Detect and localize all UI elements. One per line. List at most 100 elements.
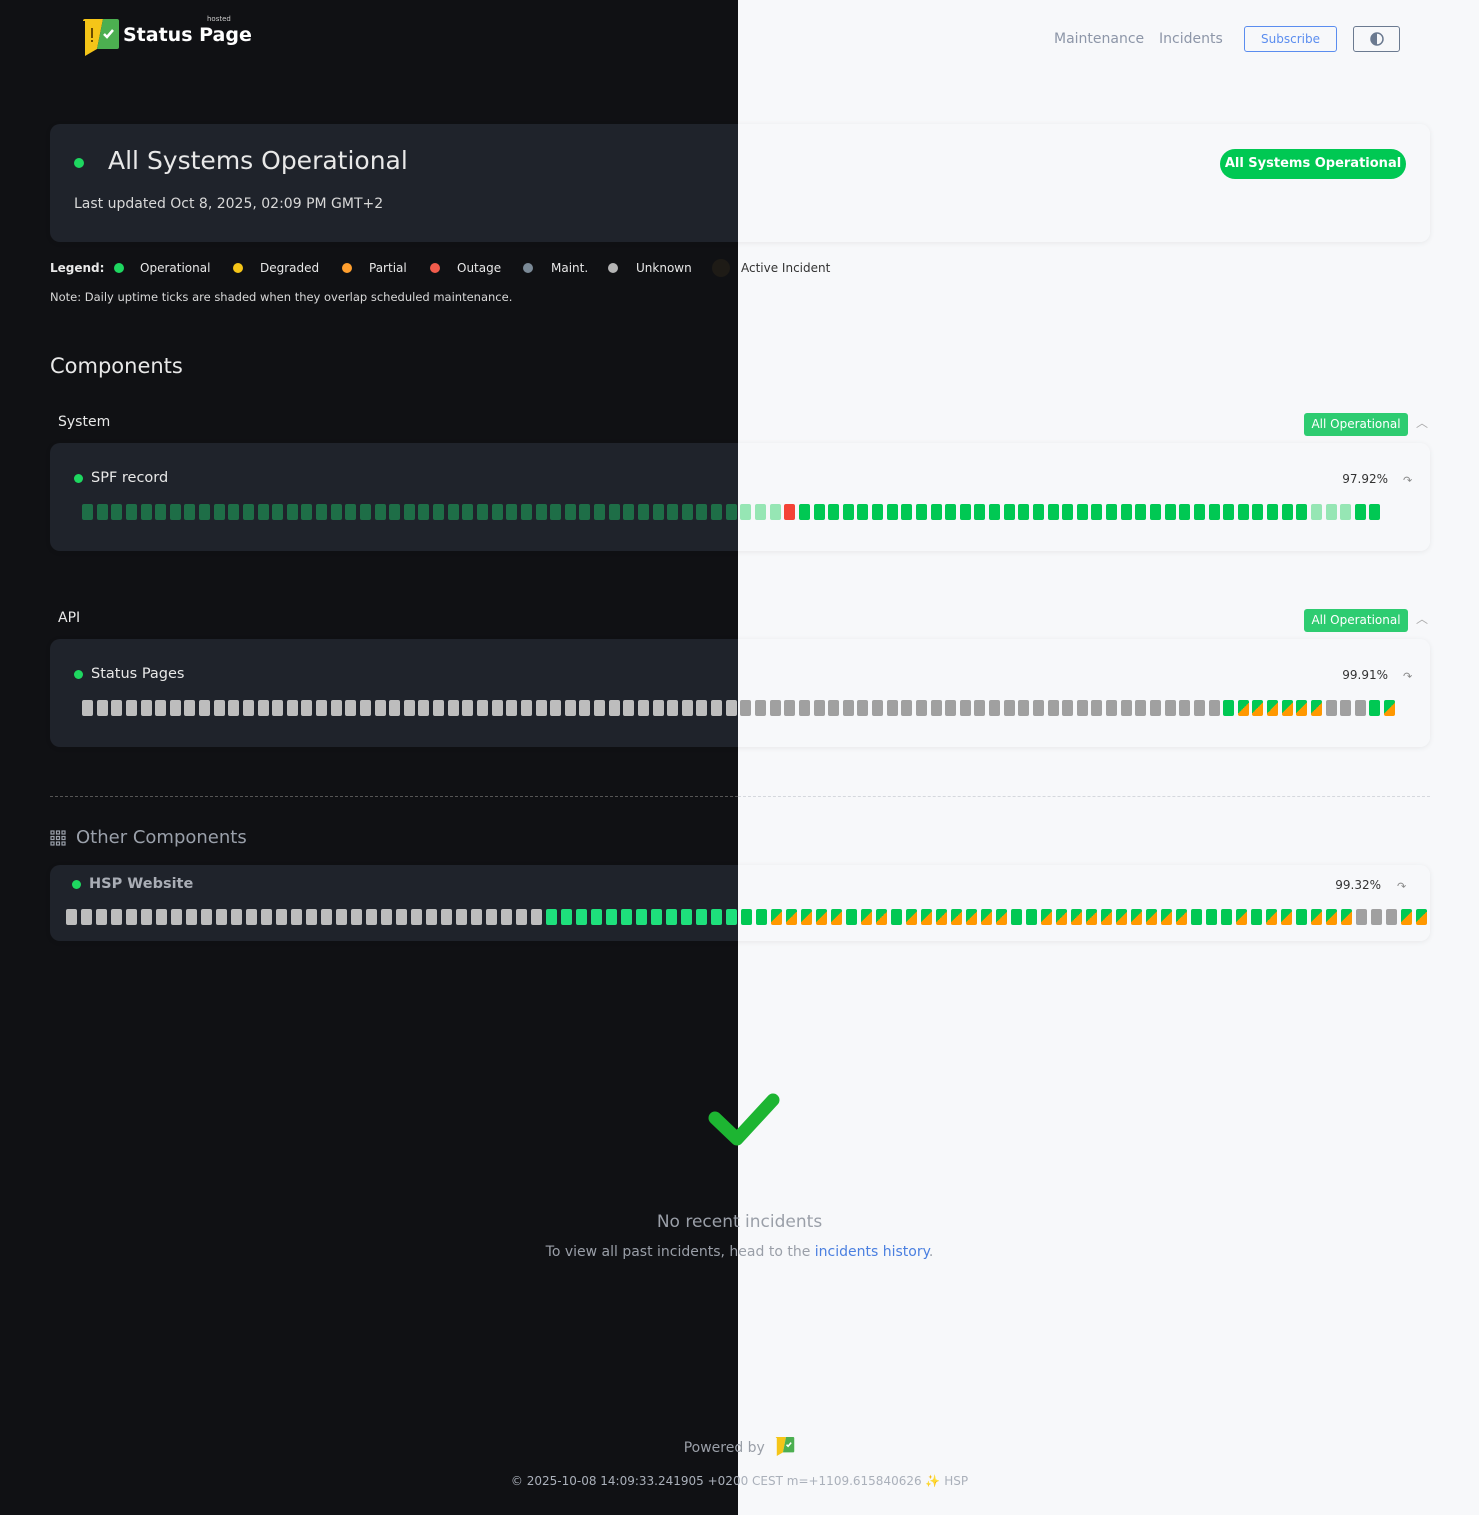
uptime-tick-unknown[interactable] [418,700,430,716]
uptime-tick-partial[interactable] [1281,700,1293,716]
uptime-tick-operational-maintenance-shaded[interactable] [1340,504,1352,520]
uptime-tick-operational[interactable] [345,504,357,520]
uptime-tick-unknown[interactable] [201,909,212,925]
uptime-tick-unknown[interactable] [66,909,77,925]
uptime-tick-unknown[interactable] [711,700,723,716]
refresh-icon[interactable]: ↷ [1397,880,1407,893]
uptime-tick-unknown[interactable] [798,700,810,716]
uptime-tick-unknown[interactable] [411,909,422,925]
uptime-tick-operational[interactable] [272,504,284,520]
uptime-tick-operational[interactable] [636,909,647,925]
uptime-tick-unknown[interactable] [1120,700,1132,716]
uptime-tick-unknown[interactable] [520,700,532,716]
uptime-tick-operational[interactable] [546,909,557,925]
uptime-tick-unknown[interactable] [96,700,108,716]
uptime-tick-operational[interactable] [1149,504,1161,520]
uptime-tick-unknown[interactable] [989,700,1001,716]
uptime-tick-partial[interactable] [1146,909,1157,925]
uptime-tick-unknown[interactable] [381,909,392,925]
logo-icon[interactable] [83,19,119,56]
uptime-tick-operational[interactable] [1026,909,1037,925]
uptime-tick-operational[interactable] [711,504,723,520]
uptime-tick-operational[interactable] [901,504,913,520]
uptime-tick-operational[interactable] [213,504,225,520]
uptime-tick-operational[interactable] [228,504,240,520]
uptime-tick-unknown[interactable] [1076,700,1088,716]
uptime-tick-partial[interactable] [1116,909,1127,925]
uptime-tick-partial[interactable] [1237,700,1249,716]
uptime-tick-unknown[interactable] [231,909,242,925]
uptime-tick-operational[interactable] [184,504,196,520]
uptime-tick-operational[interactable] [155,504,167,520]
uptime-tick-partial[interactable] [936,909,947,925]
logo-icon[interactable] [775,1437,795,1456]
uptime-tick-operational[interactable] [1237,504,1249,520]
uptime-tick-operational[interactable] [857,504,869,520]
uptime-tick-operational[interactable] [477,504,488,520]
uptime-tick-unknown[interactable] [652,700,664,716]
uptime-tick-operational[interactable] [591,909,602,925]
uptime-tick-operational[interactable] [1032,504,1044,520]
uptime-tick-operational[interactable] [1206,909,1217,925]
uptime-tick-partial[interactable] [1281,909,1292,925]
uptime-tick-operational[interactable] [1076,504,1088,520]
uptime-tick-partial[interactable] [1341,909,1352,925]
uptime-tick-partial[interactable] [1310,700,1322,716]
uptime-tick-unknown[interactable] [930,700,942,716]
uptime-tick-partial[interactable] [816,909,827,925]
uptime-tick-operational[interactable] [579,504,591,520]
uptime-tick-unknown[interactable] [396,909,407,925]
uptime-tick-operational[interactable] [433,504,445,520]
uptime-tick-unknown[interactable] [516,909,527,925]
uptime-tick-unknown[interactable] [96,909,107,925]
uptime-tick-unknown[interactable] [186,909,197,925]
uptime-tick-unknown[interactable] [272,700,284,716]
uptime-tick-unknown[interactable] [389,700,401,716]
nav-incidents[interactable]: Incidents [1159,31,1223,47]
uptime-tick-operational[interactable] [1011,909,1022,925]
uptime-tick-operational[interactable] [681,909,692,925]
uptime-tick-operational[interactable] [535,504,547,520]
uptime-tick-unknown[interactable] [433,700,445,716]
uptime-tick-operational[interactable] [330,504,342,520]
uptime-tick-unknown[interactable] [974,700,986,716]
nav-maintenance[interactable]: Maintenance [1054,31,1145,47]
uptime-tick-operational[interactable] [1223,700,1235,716]
uptime-tick-operational-maintenance-shaded[interactable] [1310,504,1322,520]
uptime-tick-unknown[interactable] [216,909,227,925]
uptime-tick-unknown[interactable] [141,909,152,925]
chevron-up-icon[interactable]: ︿ [1416,416,1429,430]
uptime-tick-partial[interactable] [1161,909,1172,925]
uptime-tick-operational[interactable] [1091,504,1103,520]
uptime-tick-partial[interactable] [1296,700,1308,716]
uptime-tick-operational[interactable] [550,504,562,520]
uptime-tick-operational[interactable] [1179,504,1191,520]
refresh-icon[interactable]: ↷ [1403,670,1413,683]
uptime-tick-operational[interactable] [696,504,708,520]
uptime-tick-operational[interactable] [872,504,884,520]
uptime-tick-unknown[interactable] [1003,700,1015,716]
uptime-tick-unknown[interactable] [594,700,606,716]
uptime-tick-operational[interactable] [389,504,401,520]
uptime-tick-unknown[interactable] [872,700,884,716]
uptime-tick-unknown[interactable] [330,700,342,716]
uptime-tick-unknown[interactable] [456,909,467,925]
uptime-tick-operational[interactable] [1267,504,1279,520]
uptime-tick-unknown[interactable] [1208,700,1220,716]
uptime-tick-partial[interactable] [801,909,812,925]
uptime-tick-unknown[interactable] [608,700,620,716]
uptime-tick-partial[interactable] [1071,909,1082,925]
uptime-tick-operational[interactable] [621,909,632,925]
uptime-tick-partial[interactable] [831,909,842,925]
uptime-tick-partial[interactable] [1176,909,1187,925]
uptime-tick-operational[interactable] [169,504,181,520]
uptime-tick-unknown[interactable] [199,700,211,716]
uptime-tick-unknown[interactable] [915,700,927,716]
uptime-tick-unknown[interactable] [828,700,840,716]
uptime-tick-unknown[interactable] [1371,909,1382,925]
uptime-tick-partial[interactable] [981,909,992,925]
uptime-tick-unknown[interactable] [111,909,122,925]
uptime-tick-partial[interactable] [1326,909,1337,925]
uptime-tick-operational[interactable] [756,909,767,925]
uptime-tick-unknown[interactable] [301,700,313,716]
